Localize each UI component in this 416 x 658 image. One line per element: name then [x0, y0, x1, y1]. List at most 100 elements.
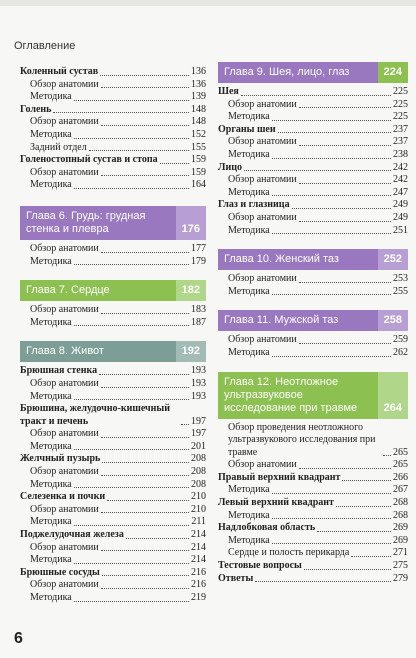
leader-dots — [100, 512, 189, 514]
chapter-title: Неотложное ультразвуковое исследование п… — [224, 375, 358, 414]
entry-title: Брюшные сосуды — [20, 566, 100, 578]
entry-page: 155 — [191, 141, 206, 153]
section-entry: Правый верхний квадрант 266 — [218, 472, 408, 485]
entry-title: Левый верхний квадрант — [218, 497, 334, 509]
entry-page: 262 — [393, 346, 408, 358]
entry-page: 211 — [191, 516, 206, 528]
entry-title: Обзор анатомии — [30, 304, 99, 316]
chapter-title-box: Глава 8. Живот — [20, 341, 176, 363]
chapter-title-box: Глава 11. Мужской таз — [218, 310, 378, 332]
entry-page: 247 — [393, 186, 408, 198]
chapter-heading: Глава 7. Сердце 182 — [20, 280, 206, 302]
right-column: Глава 9. Шея, лицо, глаз 224 Шея 225 Обзор а… — [218, 62, 408, 585]
subsection-entry: Обзор анатомии 159 — [20, 167, 206, 180]
subsection-entry: Методика 225 — [218, 111, 408, 124]
leader-dots — [271, 195, 391, 197]
leader-dots — [243, 170, 391, 172]
subsection-entry: Обзор анатомии 265 — [218, 459, 408, 472]
subsection-entry: Методика 164 — [20, 179, 206, 192]
leader-dots — [159, 162, 189, 164]
chapter-title-box: Глава 12. Неотложное ультразвуковое иссл… — [218, 371, 378, 419]
entry-page: 249 — [393, 211, 408, 223]
leader-dots — [298, 342, 391, 344]
subsection-entry: Методика 179 — [20, 256, 206, 269]
subsection-entry: Обзор анатомии 148 — [20, 116, 206, 129]
entry-title: Методика — [228, 148, 270, 160]
leader-dots — [73, 600, 189, 602]
entry-title: Селезенка и почки — [20, 491, 106, 503]
entry-page: 136 — [191, 66, 206, 77]
chapter-page: 224 — [377, 62, 408, 83]
subsection-entry: Обзор анатомии 193 — [20, 378, 206, 391]
leader-dots — [271, 119, 391, 121]
leader-dots — [181, 424, 189, 426]
section-entry: Желчный пузырь 208 — [20, 453, 206, 466]
entry-page: 214 — [191, 554, 206, 566]
leader-dots — [73, 399, 189, 401]
entry-page: 152 — [191, 128, 206, 140]
leader-dots — [298, 144, 391, 146]
subsection-entry: Обзор анатомии 225 — [218, 99, 408, 112]
chapter-label: Глава 6. — [26, 209, 68, 222]
page-number: 6 — [14, 630, 23, 647]
entry-page: 148 — [191, 103, 206, 115]
leader-dots — [271, 543, 391, 545]
chapter-heading: Глава 9. Шея, лицо, глаз 224 — [218, 62, 408, 83]
chapter-label: Глава 7. — [26, 284, 68, 297]
entry-page: 159 — [191, 166, 206, 178]
subsection-entry: Сердце и полость перикарда 271 — [218, 547, 408, 560]
entry-page: 216 — [191, 579, 206, 591]
leader-dots — [100, 588, 189, 589]
entry-page: 177 — [191, 242, 206, 254]
entry-page: 249 — [393, 199, 408, 211]
chapter-heading: Глава 11. Мужской таз 258 — [218, 310, 408, 332]
entry-title: Методика — [30, 440, 72, 452]
chapter-heading: Глава 6. Грудь: грудная стенка и плевра 1… — [20, 205, 206, 240]
entry-title: Обзор анатомии — [30, 503, 99, 515]
section-entry: Брюшные сосуды 216 — [20, 567, 206, 580]
subsection-entry: Методика 193 — [20, 391, 206, 404]
entry-title: Шея — [218, 86, 239, 97]
subsection-entry: Обзор анатомии 136 — [20, 79, 206, 92]
entry-page: 214 — [191, 529, 206, 541]
leader-dots — [100, 474, 189, 476]
chapter-page: 264 — [377, 371, 408, 419]
entry-title: Методика — [30, 255, 72, 267]
entry-title: Желчный пузырь — [20, 453, 101, 465]
entry-title: Методика — [30, 478, 72, 490]
entry-title: Брюшная стенка — [20, 365, 98, 377]
section-entry: Брюшная стенка 193 — [20, 365, 206, 378]
entry-title: Органы шеи — [218, 123, 276, 135]
leader-dots — [88, 150, 189, 152]
leader-dots — [298, 281, 391, 283]
subsection-entry: Методика 268 — [218, 510, 408, 523]
entry-page: 159 — [191, 154, 206, 166]
subsection-entry: Обзор анатомии 208 — [20, 466, 206, 479]
entry-page: 225 — [393, 86, 408, 97]
chapter-label: Глава 8. — [26, 345, 68, 358]
subsection-entry: Методика 201 — [20, 441, 206, 454]
entry-page: 193 — [191, 377, 206, 389]
entry-title: Методика — [30, 316, 72, 328]
entry-page: 268 — [393, 497, 408, 509]
entry-title: Методика — [30, 390, 72, 402]
entry-page: 242 — [393, 174, 408, 186]
subsection-entry: Задний отдел 155 — [20, 142, 206, 155]
leader-dots — [100, 436, 189, 438]
chapter-title: Женский таз — [275, 253, 339, 266]
entry-title: Задний отдел — [30, 141, 87, 153]
leader-dots — [102, 462, 189, 464]
leader-dots — [73, 264, 189, 266]
entry-page: 269 — [393, 522, 408, 534]
entry-title: Правый верхний квадрант — [218, 471, 341, 483]
subsection-entry: Обзор анатомии 216 — [20, 579, 206, 592]
leader-dots — [73, 562, 189, 564]
entry-page: 237 — [393, 136, 408, 148]
chapter-title: Грудь: грудная стенка и плевра — [26, 209, 146, 235]
leader-dots — [100, 312, 189, 314]
leader-dots — [73, 187, 189, 189]
subsection-entry: Обзор анатомии 214 — [20, 542, 206, 555]
leader-dots — [125, 537, 189, 539]
section-entry: Коленный сустав 136 — [20, 66, 206, 79]
